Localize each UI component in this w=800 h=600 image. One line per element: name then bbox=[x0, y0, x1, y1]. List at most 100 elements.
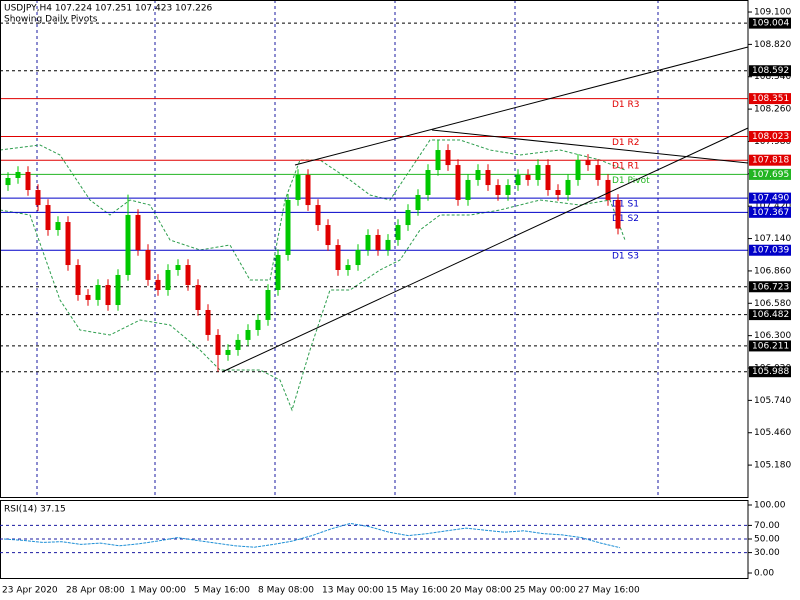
candle-body bbox=[195, 285, 201, 310]
x-tick-label: 25 May 00:00 bbox=[514, 586, 576, 596]
candle-body bbox=[215, 334, 221, 355]
candle-body bbox=[225, 349, 231, 355]
level-label: 107.695 bbox=[752, 170, 789, 180]
candle-body bbox=[255, 319, 261, 330]
candle-body bbox=[325, 225, 331, 246]
level-box bbox=[749, 93, 791, 105]
x-tick-label: 13 May 00:00 bbox=[322, 586, 384, 596]
level-box bbox=[749, 131, 791, 143]
y-tick-label: 107.140 bbox=[754, 234, 791, 244]
x-tick-label: 5 May 16:00 bbox=[194, 586, 250, 596]
candle-body bbox=[565, 179, 571, 195]
candle-body bbox=[525, 174, 531, 180]
pivot-name: D1 R3 bbox=[612, 100, 640, 110]
candle-body bbox=[405, 210, 411, 226]
chart-title: USDJPY,H4 107.224 107.251 107.423 107.22… bbox=[4, 4, 213, 14]
candle-body bbox=[335, 245, 341, 270]
level-label: 106.211 bbox=[752, 341, 789, 351]
y-tick-label: 108.540 bbox=[754, 72, 791, 82]
candle-body bbox=[415, 194, 421, 211]
candle-body bbox=[495, 185, 501, 195]
level-label: 106.482 bbox=[752, 310, 789, 320]
candle-body bbox=[615, 199, 621, 229]
level-box bbox=[749, 340, 791, 352]
level-box bbox=[749, 366, 791, 378]
candle-body bbox=[5, 177, 11, 186]
candle-body bbox=[145, 250, 151, 280]
x-tick-label: 1 May 00:00 bbox=[130, 586, 186, 596]
candle-body bbox=[45, 205, 51, 231]
level-box bbox=[749, 154, 791, 166]
candle-body bbox=[305, 174, 311, 206]
axis: 109.100108.820108.540108.260107.980107.7… bbox=[2, 8, 791, 596]
candle-body bbox=[485, 170, 491, 186]
pivot-name: D1 S2 bbox=[612, 214, 639, 224]
candle-body bbox=[55, 222, 61, 231]
candle-body bbox=[545, 165, 551, 191]
candle-body bbox=[285, 199, 291, 255]
candle-body bbox=[265, 289, 271, 320]
candle-body bbox=[425, 170, 431, 195]
candle-body bbox=[205, 309, 211, 335]
level-label: 108.592 bbox=[752, 66, 789, 76]
candle-body bbox=[555, 190, 561, 195]
x-tick-label: 28 Apr 08:00 bbox=[66, 586, 125, 596]
candle-body bbox=[365, 234, 371, 251]
candle-body bbox=[585, 159, 591, 166]
candle-body bbox=[35, 190, 41, 206]
candle-body bbox=[515, 174, 521, 186]
pivot-name: D1 S1 bbox=[612, 200, 639, 210]
level-box bbox=[749, 281, 791, 293]
y-tick-label: 0.00 bbox=[754, 569, 774, 579]
level-label: 108.351 bbox=[752, 94, 789, 104]
candle-body bbox=[385, 239, 391, 251]
pivot-name: D1 Pivot bbox=[612, 176, 650, 186]
y-tick-label: 100.00 bbox=[754, 501, 786, 511]
main-frame bbox=[0, 0, 749, 498]
candle-body bbox=[165, 269, 171, 290]
x-tick-label: 23 Apr 2020 bbox=[2, 586, 58, 596]
level-label: 106.723 bbox=[752, 282, 789, 292]
trend-lines bbox=[221, 46, 749, 373]
candle-body bbox=[605, 179, 611, 200]
candle-body bbox=[295, 174, 301, 200]
level-box bbox=[749, 168, 791, 180]
candle-body bbox=[455, 165, 461, 200]
chart-subtitle: Showing Daily Pivots bbox=[4, 15, 98, 25]
y-tick-label: 50.00 bbox=[754, 535, 780, 545]
candle-body bbox=[75, 265, 81, 295]
y-tick-label: 106.580 bbox=[754, 299, 791, 309]
candle-body bbox=[115, 274, 121, 306]
candle-body bbox=[185, 265, 191, 286]
level-label: 107.039 bbox=[752, 246, 789, 256]
pivot-name: D1 S3 bbox=[612, 252, 639, 262]
level-box bbox=[749, 244, 791, 256]
level-label: 107.818 bbox=[752, 156, 789, 166]
candle-body bbox=[125, 214, 131, 275]
level-box bbox=[749, 17, 791, 29]
level-label: 107.367 bbox=[752, 208, 789, 218]
candle-body bbox=[245, 329, 251, 340]
y-tick-label: 106.300 bbox=[754, 331, 791, 341]
candle-body bbox=[105, 285, 111, 306]
candle-body bbox=[445, 150, 451, 166]
candle-body bbox=[155, 279, 161, 290]
candle-body bbox=[395, 225, 401, 240]
y-tick-label: 70.00 bbox=[754, 521, 780, 531]
rsi-title: RSI(14) 37.15 bbox=[4, 505, 66, 515]
y-tick-label: 105.740 bbox=[754, 396, 791, 406]
pivot-name: D1 R2 bbox=[612, 138, 640, 148]
x-tick-label: 8 May 08:00 bbox=[258, 586, 314, 596]
level-label: 105.988 bbox=[752, 367, 789, 377]
candle-body bbox=[595, 165, 601, 180]
candle-body bbox=[575, 159, 581, 180]
candle-body bbox=[535, 165, 541, 180]
candle-body bbox=[465, 179, 471, 200]
y-tick-label: 108.820 bbox=[754, 40, 791, 50]
candle-body bbox=[375, 234, 381, 251]
candle-body bbox=[85, 294, 91, 300]
candle-body bbox=[345, 265, 351, 270]
level-label: 109.004 bbox=[752, 19, 789, 29]
rsi-line bbox=[3, 522, 621, 549]
